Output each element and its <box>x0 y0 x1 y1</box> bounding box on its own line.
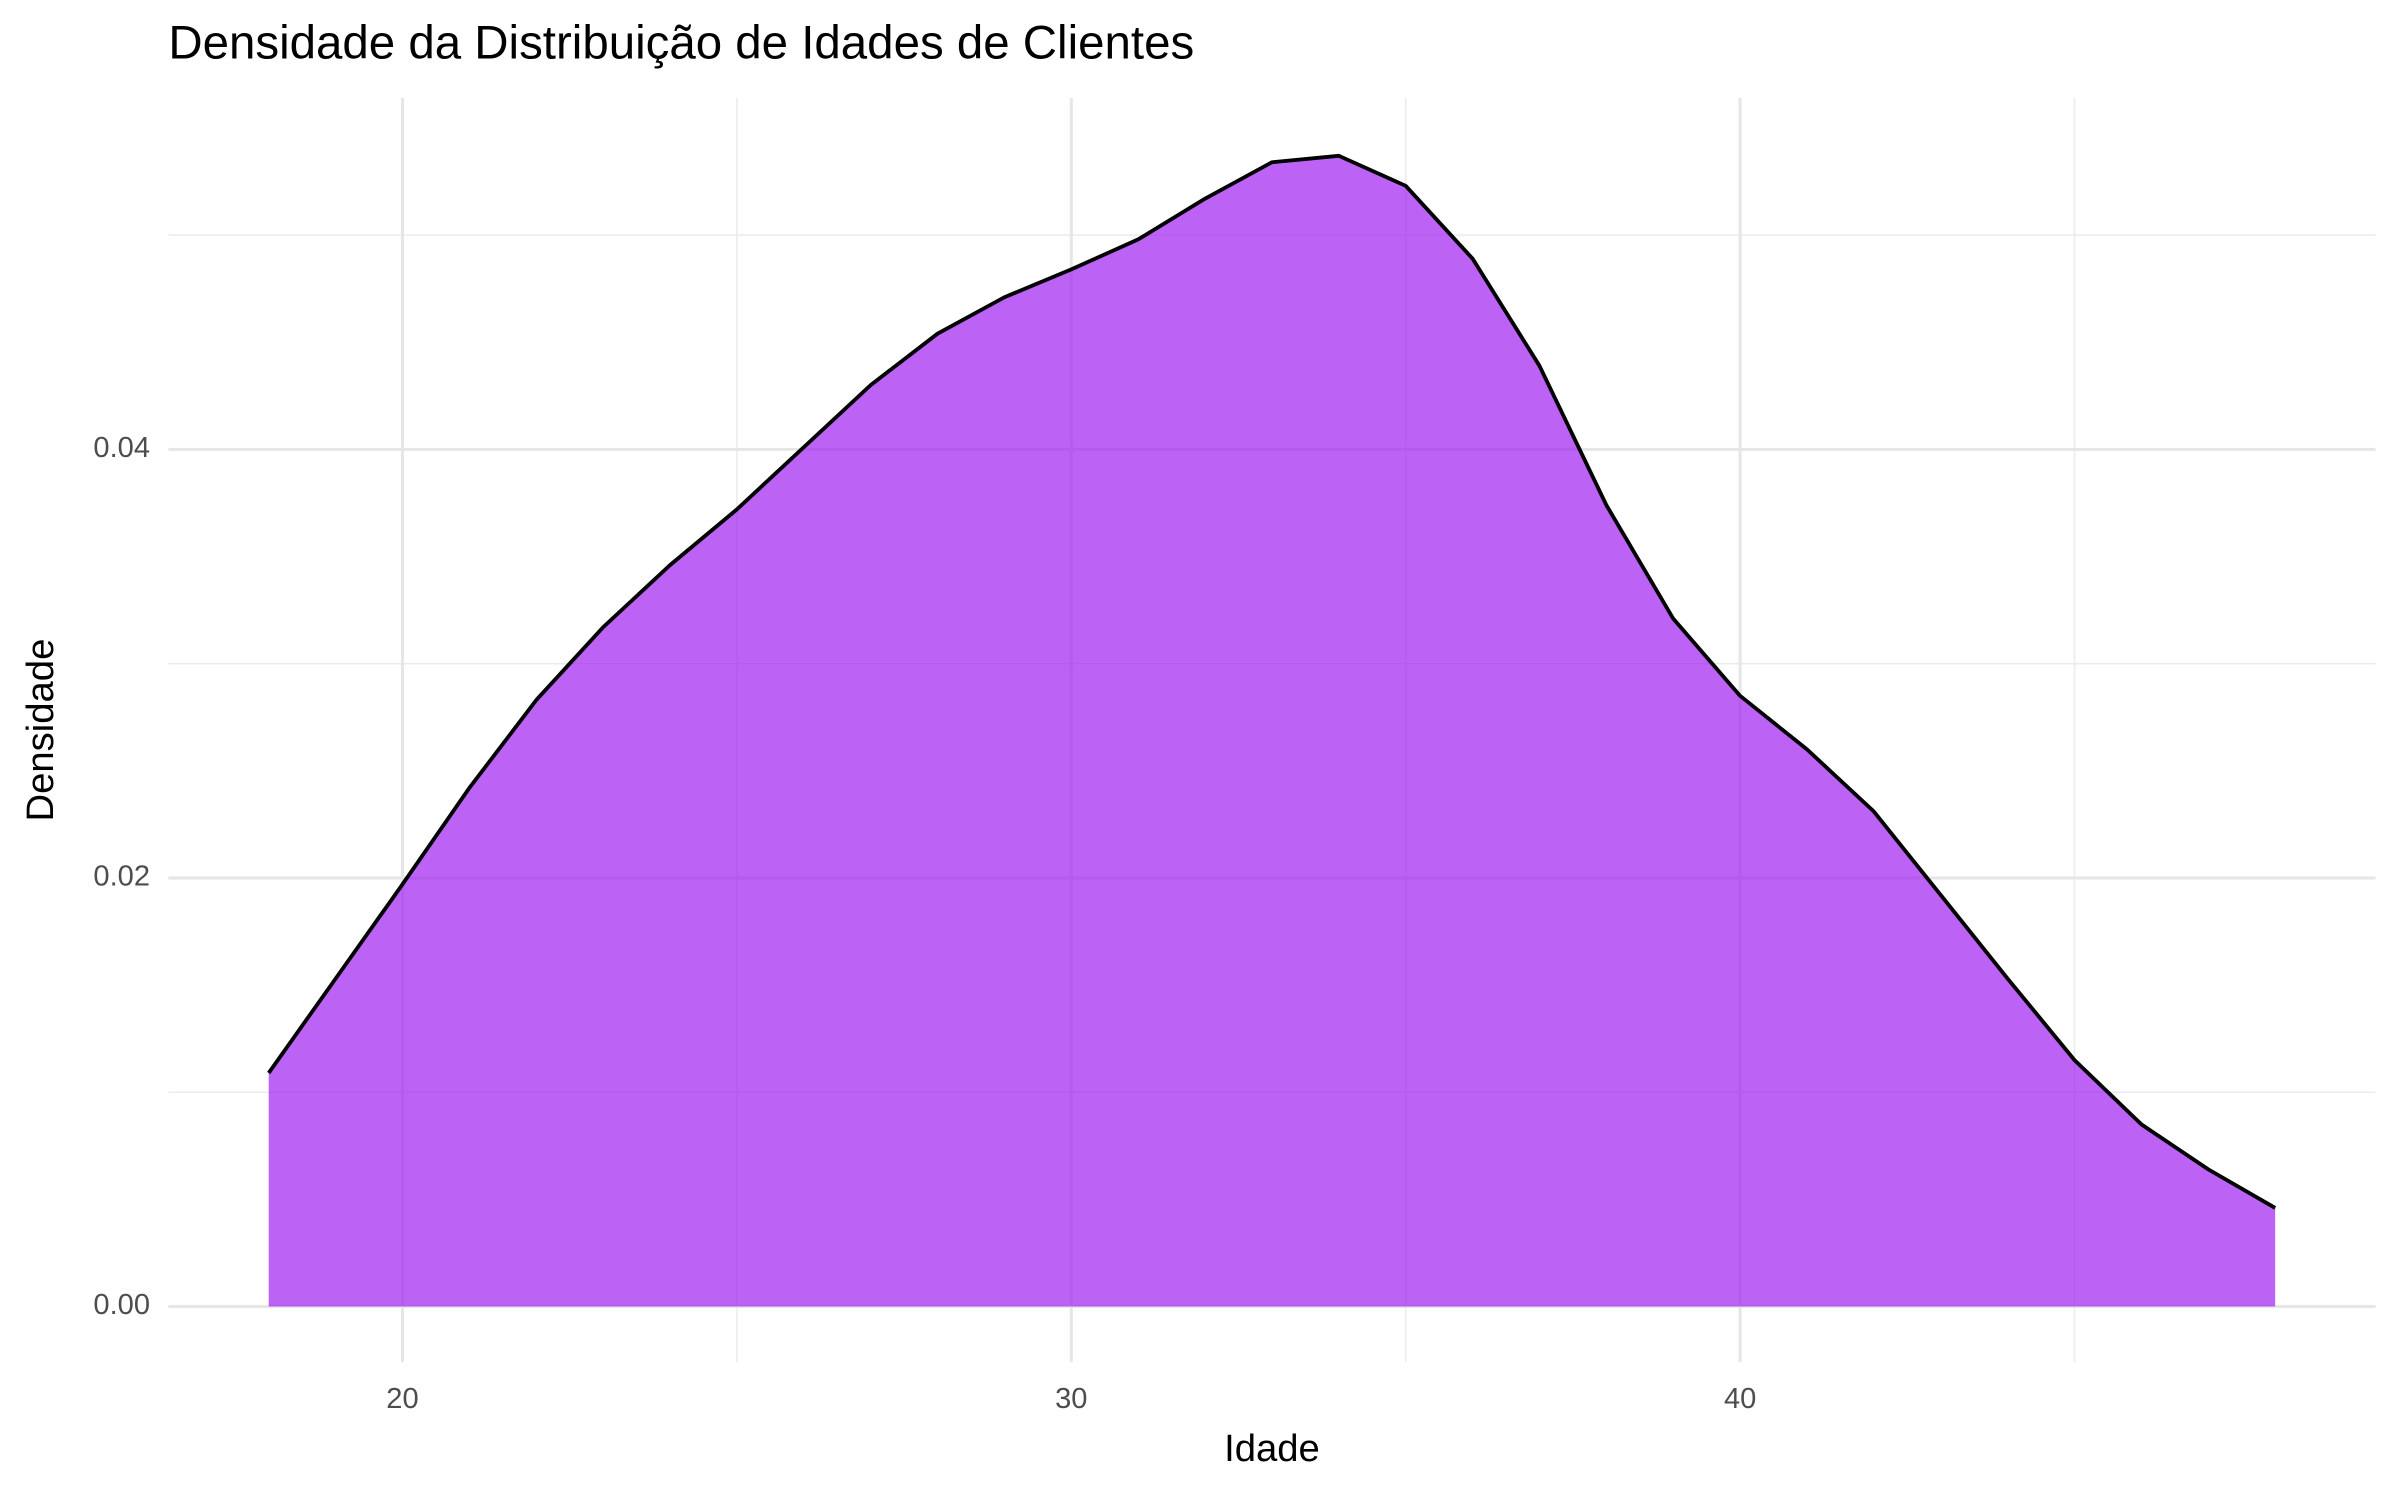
x-tick-label: 30 <box>1055 1383 1087 1415</box>
x-tick-label: 40 <box>1724 1383 1756 1415</box>
density-line <box>267 153 2277 1210</box>
y-axis-label: Densidade <box>19 639 62 822</box>
x-tick-label: 20 <box>386 1383 418 1415</box>
chart-title: Densidade da Distribuição de Idades de C… <box>168 16 1194 69</box>
density-area <box>268 155 2276 1307</box>
y-tick-label: 0.00 <box>93 1289 150 1321</box>
x-axis-label: Idade <box>1224 1427 1320 1470</box>
y-tick-label: 0.02 <box>93 861 150 893</box>
y-tick-label: 0.04 <box>93 432 150 464</box>
